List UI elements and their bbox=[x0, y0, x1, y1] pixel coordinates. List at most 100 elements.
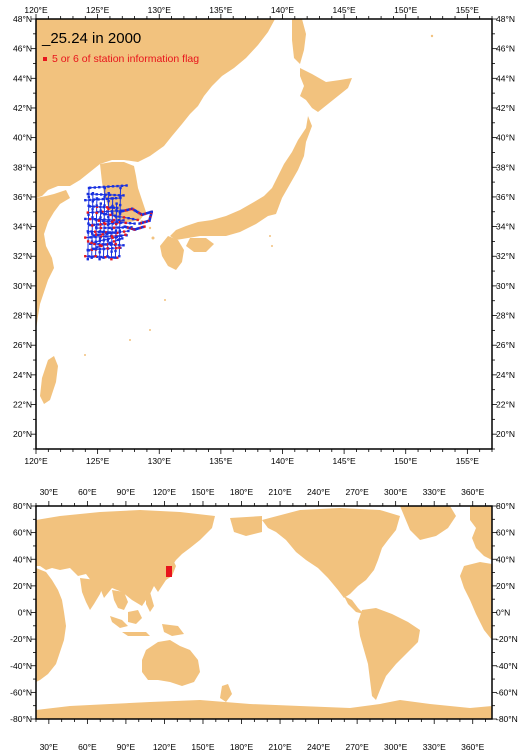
lat-tick-label-left: 44°N bbox=[13, 73, 32, 83]
world-lon-tick-label-top: 150°E bbox=[191, 487, 215, 497]
land-alaska bbox=[230, 516, 262, 536]
land-philippines bbox=[146, 592, 154, 612]
lon-tick-label-top: 150°E bbox=[394, 5, 418, 15]
station-marker bbox=[91, 216, 94, 219]
station-marker bbox=[143, 225, 146, 228]
station-marker bbox=[106, 239, 109, 242]
station-marker bbox=[147, 219, 150, 223]
station-marker bbox=[98, 248, 102, 251]
station-marker bbox=[116, 231, 119, 234]
station-marker bbox=[125, 234, 128, 237]
world-map-ticks: 30°E 30°E 60°E 60°E 90°E 90°E 120°E 120°E 150°E 1… bbox=[10, 487, 518, 752]
world-lon-tick-label-bottom: 60°E bbox=[78, 742, 97, 752]
station-marker bbox=[114, 256, 117, 259]
station-marker bbox=[89, 242, 92, 245]
lat-tick-label-left: 42°N bbox=[13, 103, 32, 113]
station-marker bbox=[124, 209, 128, 212]
world-lon-tick-label-top: 120°E bbox=[153, 487, 177, 497]
station-marker bbox=[114, 229, 118, 232]
station-marker bbox=[101, 233, 104, 236]
world-lon-tick-label-top: 330°E bbox=[423, 487, 447, 497]
land-eurasia bbox=[36, 510, 215, 606]
lon-tick-label-bottom: 130°E bbox=[148, 456, 172, 466]
station-marker bbox=[111, 197, 114, 200]
station-marker bbox=[121, 209, 125, 213]
lat-tick-label-right: 42°N bbox=[496, 103, 515, 113]
world-lon-tick-label-bottom: 210°E bbox=[268, 742, 292, 752]
station-marker bbox=[92, 234, 96, 237]
station-marker bbox=[120, 221, 123, 224]
station-marker bbox=[102, 230, 106, 233]
station-marker bbox=[92, 223, 96, 226]
lat-tick-label-left: 30°N bbox=[13, 281, 32, 291]
station-marker bbox=[104, 256, 107, 259]
highlight-region bbox=[166, 566, 172, 577]
world-lat-tick-label-right: -80°N bbox=[496, 714, 518, 724]
station-marker bbox=[101, 210, 104, 213]
station-marker bbox=[95, 197, 99, 200]
station-marker bbox=[103, 186, 106, 190]
station-marker bbox=[117, 194, 121, 197]
station-marker bbox=[108, 193, 112, 197]
world-lat-tick-label-right: -20°N bbox=[496, 634, 518, 644]
station-marker bbox=[104, 226, 107, 230]
lat-tick-label-left: 48°N bbox=[13, 14, 32, 24]
station-marker bbox=[125, 184, 128, 187]
station-marker bbox=[135, 210, 139, 213]
station-marker bbox=[107, 185, 110, 188]
station-marker bbox=[133, 209, 136, 212]
station-marker bbox=[107, 215, 110, 219]
world-lon-tick-label-bottom: 270°E bbox=[345, 742, 369, 752]
station-marker bbox=[115, 209, 118, 212]
station-marker bbox=[114, 197, 118, 200]
station-marker bbox=[126, 208, 129, 212]
station-marker bbox=[95, 204, 98, 207]
world-lat-tick-label-right: 20°N bbox=[496, 581, 515, 591]
legend-marker bbox=[43, 57, 47, 61]
station-marker bbox=[138, 222, 141, 225]
world-lon-tick-label-bottom: 330°E bbox=[423, 742, 447, 752]
lat-tick-label-left: 24°N bbox=[13, 370, 32, 380]
lat-tick-label-left: 34°N bbox=[13, 222, 32, 232]
station-marker bbox=[108, 226, 111, 229]
station-marker bbox=[136, 218, 139, 222]
lon-tick-label-bottom: 155°E bbox=[456, 456, 480, 466]
station-marker bbox=[97, 219, 101, 222]
station-marker bbox=[87, 204, 90, 207]
station-marker bbox=[107, 199, 110, 203]
station-marker bbox=[123, 225, 126, 228]
station-marker bbox=[111, 185, 115, 188]
map-title: _25.24 in 2000 bbox=[41, 30, 141, 47]
station-marker bbox=[111, 204, 114, 208]
station-marker bbox=[122, 244, 125, 247]
station-marker bbox=[113, 193, 116, 197]
station-marker bbox=[93, 242, 96, 246]
world-lon-tick-label-top: 90°E bbox=[117, 487, 136, 497]
regional-map-frame bbox=[35, 18, 493, 450]
world-lat-tick-label-left: 60°N bbox=[13, 528, 32, 538]
station-marker bbox=[91, 211, 94, 214]
world-lon-tick-label-bottom: 120°E bbox=[153, 742, 177, 752]
station-marker bbox=[95, 193, 98, 196]
station-marker bbox=[112, 218, 116, 222]
lat-tick-label-right: 32°N bbox=[496, 251, 515, 261]
station-marker bbox=[114, 231, 117, 234]
world-lon-tick-label-top: 60°E bbox=[78, 487, 97, 497]
land-indochina bbox=[112, 590, 128, 610]
station-marker bbox=[89, 236, 92, 239]
station-marker bbox=[92, 255, 95, 258]
station-marker bbox=[97, 233, 100, 237]
station-marker bbox=[99, 226, 102, 230]
station-marker bbox=[106, 210, 109, 213]
station-marker bbox=[127, 226, 130, 229]
station-marker bbox=[110, 258, 113, 261]
station-marker bbox=[108, 218, 111, 221]
station-marker bbox=[110, 227, 114, 230]
lon-tick-label-top: 155°E bbox=[456, 5, 480, 15]
land-greenland bbox=[400, 506, 456, 540]
station-marker bbox=[102, 247, 105, 251]
station-marker bbox=[91, 200, 94, 203]
world-lat-tick-label-left: 20°N bbox=[13, 581, 32, 591]
station-marker bbox=[110, 235, 114, 238]
station-marker bbox=[86, 240, 90, 243]
